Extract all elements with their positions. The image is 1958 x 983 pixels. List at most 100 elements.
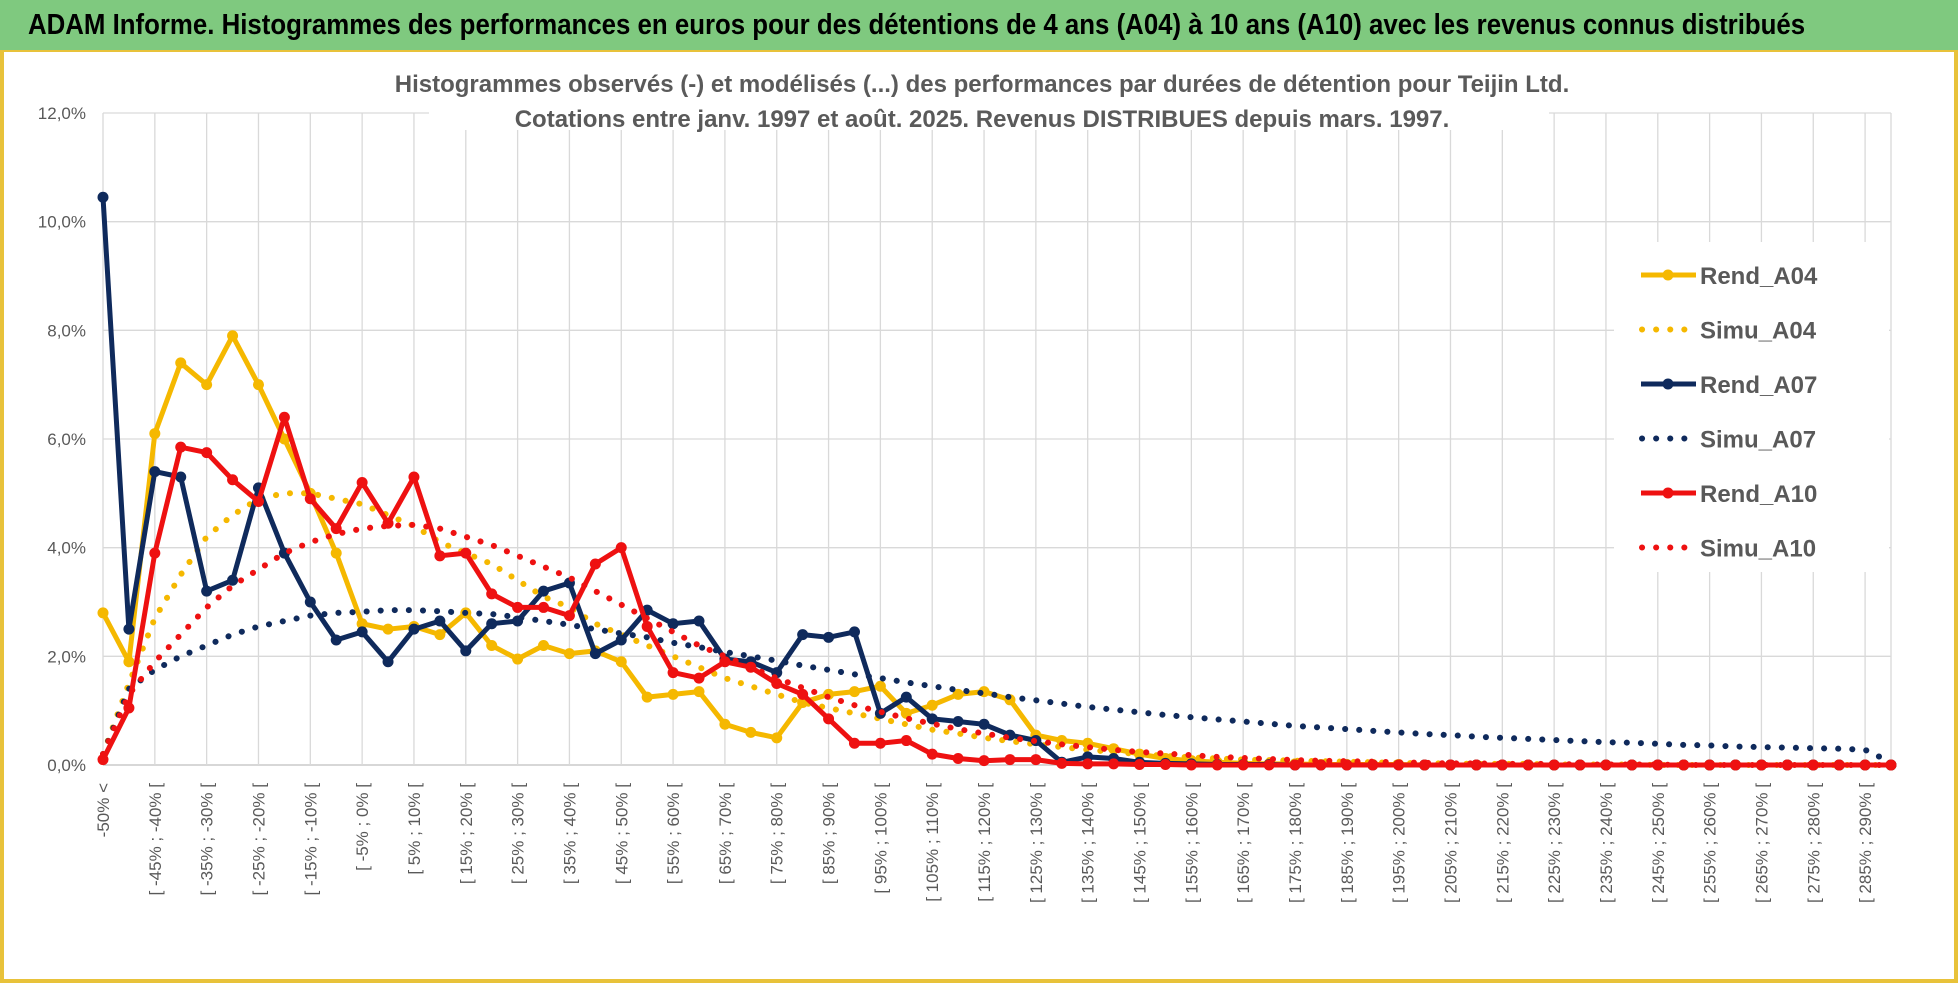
rend-a07-point [667, 618, 679, 630]
rend-a04-point [615, 656, 627, 668]
rend-a10-point [512, 601, 524, 613]
rend-a07-point [356, 626, 368, 638]
x-tick-label: [ 255% ; 260% [ [1701, 783, 1720, 903]
x-tick-label: [ -25% ; -20% [ [249, 783, 268, 896]
rend-a04-point [538, 639, 550, 651]
x-tick-label: [ 65% ; 70% [ [716, 783, 735, 884]
rend-a10-point [693, 672, 705, 684]
rend-a10-point [1082, 758, 1094, 770]
x-tick-label: [ -45% ; -40% [ [146, 783, 165, 896]
rend-a04-legend-marker [1662, 269, 1674, 281]
rend-a10-point [1315, 759, 1327, 771]
rend-a04-point [252, 379, 264, 391]
x-tick-label: [ 175% ; 180% [ [1286, 783, 1305, 903]
rend-a10-point [978, 755, 990, 767]
x-tick-label: [ 75% ; 80% [ [768, 783, 787, 884]
rend-a10-point [460, 547, 472, 559]
rend-a10-point [1885, 759, 1897, 771]
legend-label-simu-a07: Simu_A07 [1700, 427, 1816, 454]
rend-a10-point [1444, 759, 1456, 771]
rend-a10-point [1185, 759, 1197, 771]
rend-a07-point [538, 585, 550, 597]
rend-a07-point [848, 626, 860, 638]
rend-a10-point [900, 735, 912, 747]
x-tick-label: [ 215% ; 220% [ [1493, 783, 1512, 903]
rend-a07-point [330, 634, 342, 646]
rend-a10-point [1470, 759, 1482, 771]
rend-a10-point [771, 678, 783, 689]
x-axis-ticks: -50% < [ -45% ; -40% [ [ -35% ; -30% [ [ -2… [94, 783, 1875, 903]
rend-a10-point [149, 547, 161, 559]
y-tick-label: 0,0% [47, 756, 86, 775]
rend-a07-point [926, 713, 938, 725]
rend-a10-point [1134, 758, 1146, 770]
chart-grid [102, 112, 1892, 766]
x-tick-label: [ 85% ; 90% [ [820, 783, 839, 884]
report-title: ADAM Informe. Histogrammes des performan… [28, 9, 1806, 41]
x-tick-label: [ 165% ; 170% [ [1234, 783, 1253, 903]
rend-a10-point [1263, 759, 1275, 771]
x-tick-label: [ -35% ; -30% [ [198, 783, 217, 896]
rend-a10-point [615, 542, 627, 554]
legend-label-simu-a04: Simu_A04 [1700, 318, 1817, 345]
rend-a10-point [175, 441, 187, 453]
x-tick-label: [ 135% ; 140% [ [1079, 783, 1098, 903]
legend-backdrop [1614, 242, 1889, 572]
x-tick-label: [ 105% ; 110% [ [923, 783, 942, 902]
rend-a07-point [304, 596, 316, 608]
performance-histogram-chart: 0,0% 2,0% 4,0% 6,0% 8,0% 10,0% 12,0% -50% < [ -… [38, 60, 1897, 903]
rend-a10-point [719, 656, 731, 668]
rend-a10-point [434, 550, 446, 562]
rend-a10-point [408, 471, 420, 483]
legend-label-rend-a04: Rend_A04 [1700, 263, 1818, 290]
rend-a10-point [252, 495, 264, 507]
rend-a04-point [926, 699, 938, 711]
rend-a10-point [797, 688, 809, 700]
rend-a07-point [434, 615, 446, 627]
rend-a04-point [330, 547, 342, 559]
rend-a07-point [149, 466, 161, 478]
y-tick-label: 6,0% [47, 430, 86, 449]
rend-a07-point [408, 623, 420, 635]
rend-a04-point [434, 629, 446, 641]
x-tick-label: [ 205% ; 210% [ [1441, 783, 1460, 903]
rend-a04-point [667, 688, 679, 700]
rend-a10-point [1626, 759, 1638, 771]
rend-a04-point [563, 648, 575, 660]
x-tick-label: [ -5% ; 0% [ [353, 783, 372, 871]
rend-a10-point [1807, 759, 1819, 771]
rend-a10-point [848, 737, 860, 749]
x-tick-label: -50% < [94, 783, 113, 837]
rend-a04-point [97, 607, 109, 619]
rend-a04-point [952, 688, 964, 700]
legend-label-rend-a10: Rend_A10 [1700, 481, 1817, 508]
x-tick-label: [ 125% ; 130% [ [1027, 783, 1046, 903]
rend-a10-line [100, 414, 1894, 768]
rend-a10-point [563, 610, 575, 622]
rend-a10-point [1237, 759, 1249, 771]
rend-a10-point [227, 474, 239, 486]
rend-a07-point [201, 585, 213, 597]
x-tick-label: [ 25% ; 30% [ [509, 783, 528, 884]
rend-a04-point [382, 623, 394, 635]
rend-a07-point [486, 618, 498, 630]
simu-a10-dotted-line [100, 521, 1894, 768]
y-axis-ticks: 0,0% 2,0% 4,0% 6,0% 8,0% 10,0% 12,0% [38, 104, 86, 775]
rend-a10-point [201, 447, 213, 459]
x-tick-label: [ 185% ; 190% [ [1338, 783, 1357, 903]
x-tick-label: [ 245% ; 250% [ [1649, 783, 1668, 903]
chart-legend: Rend_A04 Simu_A04 Rend_A07 Simu_A07 Rend_A10… [1614, 242, 1889, 572]
rend-a04-point [512, 653, 524, 665]
rend-a07-point [693, 615, 705, 627]
rend-a07-point [589, 648, 601, 660]
rend-a07-point [797, 629, 809, 641]
rend-a04-point [848, 686, 860, 698]
rend-a04-point [227, 330, 239, 342]
x-tick-label: [ 265% ; 270% [ [1752, 783, 1771, 903]
rend-a07-point [952, 716, 964, 728]
rend-a10-point [1600, 759, 1612, 771]
rend-a10-point [1030, 754, 1042, 766]
legend-label-simu-a10: Simu_A10 [1700, 536, 1816, 563]
rend-a04-point [641, 691, 653, 703]
rend-a10-point [1108, 758, 1120, 770]
